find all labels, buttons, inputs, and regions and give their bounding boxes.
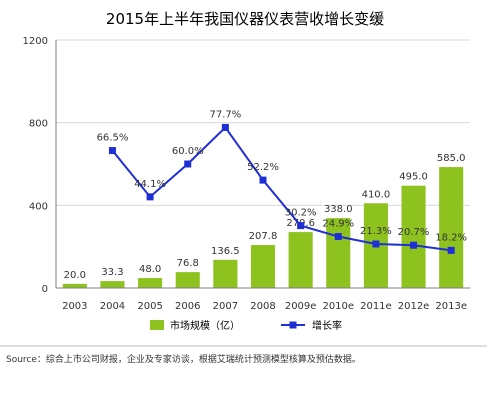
bars xyxy=(62,167,464,288)
bar-value-label: 76.8 xyxy=(177,258,199,269)
bar-value-label: 338.0 xyxy=(324,204,353,215)
growth-point xyxy=(184,160,192,168)
growth-point xyxy=(221,123,229,131)
growth-line: 66.5% 44.1% 60.0% 77.7% 52.2% 30.2% 24.9% 21.3%… xyxy=(97,109,467,254)
y-tick-label: 1200 xyxy=(23,36,48,47)
growth-point xyxy=(146,193,154,201)
growth-point xyxy=(447,246,455,254)
growth-value-label: 66.5% xyxy=(97,133,129,144)
bar xyxy=(326,218,351,288)
growth-point xyxy=(108,147,116,155)
x-axis: 2003 2004 2005 2006 2007 2008 2009e 2010e 2011e 2… xyxy=(56,287,470,312)
bar-value-label: 207.8 xyxy=(249,231,278,242)
x-tick-label: 2008 xyxy=(250,301,275,312)
x-tick-label: 2003 xyxy=(62,301,87,312)
y-axis: 0 400 800 1200 xyxy=(23,36,57,295)
x-tick-label: 2010e xyxy=(322,301,354,312)
bar xyxy=(62,283,87,288)
bar xyxy=(288,232,313,288)
y-tick-label: 400 xyxy=(29,201,48,212)
x-tick-label: 2011e xyxy=(360,301,392,312)
growth-value-label: 30.2% xyxy=(285,208,317,219)
bar-value-labels: 20.033.348.076.8136.5207.8270.6338.0410.… xyxy=(64,153,466,281)
chart-title: 2015年上半年我国仪器仪表营收增长变缓 xyxy=(106,10,384,28)
legend-label-growth-rate: 增长率 xyxy=(312,319,342,332)
bar-value-label: 410.0 xyxy=(362,189,391,200)
growth-value-label: 24.9% xyxy=(322,219,354,230)
x-tick-label: 2012e xyxy=(398,301,430,312)
bar xyxy=(213,259,238,288)
growth-value-label: 18.2% xyxy=(435,232,467,243)
growth-point xyxy=(334,233,342,241)
growth-value-label: 77.7% xyxy=(209,109,241,120)
bar xyxy=(138,278,163,288)
bar xyxy=(100,281,125,288)
growth-point xyxy=(410,241,418,249)
growth-point xyxy=(259,176,267,184)
growth-value-label: 52.2% xyxy=(247,162,279,173)
legend-swatch-market-size xyxy=(150,320,164,330)
x-tick-label: 2005 xyxy=(137,301,162,312)
y-tick-label: 800 xyxy=(29,119,48,130)
x-tick-label: 2004 xyxy=(100,301,125,312)
growth-value-label: 60.0% xyxy=(172,146,204,157)
legend-label-market-size: 市场规模（亿） xyxy=(170,319,240,332)
legend: 市场规模（亿） 增长率 xyxy=(150,319,342,332)
x-tick-label: 2007 xyxy=(213,301,238,312)
bar-value-label: 33.3 xyxy=(101,267,123,278)
bar xyxy=(401,185,426,288)
bar xyxy=(439,167,464,288)
x-tick-label: 2013e xyxy=(435,301,467,312)
bar xyxy=(175,272,200,288)
source-note: Source：综合上市公司财报，企业及专家访谈，根据艾瑞统计预测模型核算及预估数… xyxy=(6,353,361,365)
bar xyxy=(250,245,276,288)
x-tick-label: 2006 xyxy=(175,301,200,312)
growth-line-path xyxy=(111,125,452,252)
growth-point xyxy=(297,222,305,230)
bar-value-label: 136.5 xyxy=(211,246,240,257)
growth-value-label: 44.1% xyxy=(134,179,166,190)
legend-marker-growth-rate xyxy=(289,321,297,329)
x-tick-label: 2009e xyxy=(285,301,317,312)
y-tick-label: 0 xyxy=(42,284,48,295)
growth-point xyxy=(372,240,380,248)
bar-value-label: 585.0 xyxy=(437,153,466,164)
growth-value-label: 20.7% xyxy=(398,227,430,238)
bar-value-label: 48.0 xyxy=(139,264,161,275)
growth-value-label: 21.3% xyxy=(360,226,392,237)
bar-value-label: 20.0 xyxy=(64,270,86,281)
bar-value-label: 495.0 xyxy=(399,172,428,183)
